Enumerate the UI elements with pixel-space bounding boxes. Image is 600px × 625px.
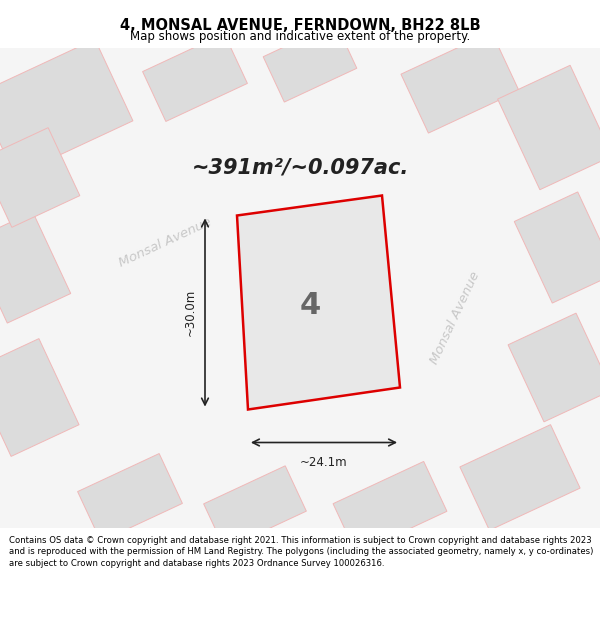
Text: 4, MONSAL AVENUE, FERNDOWN, BH22 8LB: 4, MONSAL AVENUE, FERNDOWN, BH22 8LB: [119, 18, 481, 32]
Polygon shape: [0, 212, 71, 323]
Polygon shape: [203, 466, 307, 549]
Polygon shape: [460, 424, 580, 531]
Polygon shape: [263, 23, 357, 102]
Text: ~24.1m: ~24.1m: [300, 456, 348, 469]
Polygon shape: [237, 196, 400, 409]
Text: Monsal Avenue: Monsal Avenue: [116, 216, 214, 269]
Polygon shape: [514, 192, 600, 303]
Polygon shape: [497, 65, 600, 190]
Text: ~30.0m: ~30.0m: [184, 289, 197, 336]
Polygon shape: [0, 39, 133, 176]
Text: Monsal Avenue: Monsal Avenue: [428, 269, 482, 366]
Polygon shape: [0, 127, 80, 228]
Text: Contains OS data © Crown copyright and database right 2021. This information is : Contains OS data © Crown copyright and d…: [9, 536, 593, 568]
Polygon shape: [143, 34, 247, 121]
Text: 4: 4: [299, 291, 320, 320]
Text: Map shows position and indicative extent of the property.: Map shows position and indicative extent…: [130, 30, 470, 43]
Polygon shape: [508, 313, 600, 422]
Polygon shape: [401, 32, 519, 133]
Polygon shape: [333, 461, 447, 554]
Text: ~391m²/~0.097ac.: ~391m²/~0.097ac.: [191, 158, 409, 177]
Polygon shape: [77, 454, 182, 541]
Polygon shape: [0, 339, 79, 456]
